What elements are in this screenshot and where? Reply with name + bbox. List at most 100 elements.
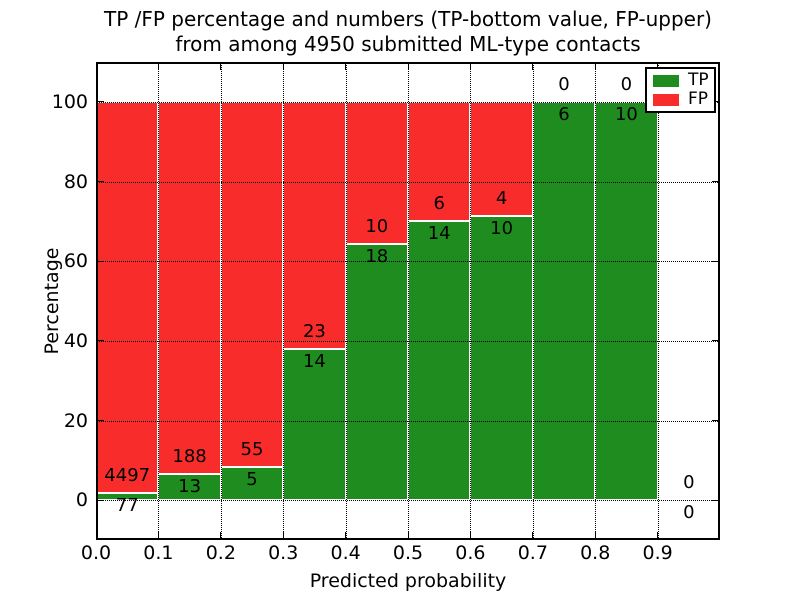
y-tick-label: 80: [63, 170, 88, 193]
fp-count-label: 0: [558, 73, 570, 95]
y-tick-mark-right: [712, 260, 718, 262]
x-tick-mark: [220, 532, 222, 538]
grid-line-vertical: [595, 62, 597, 540]
x-tick-label: 0.4: [330, 542, 361, 564]
x-tick-mark-top: [282, 64, 284, 70]
legend-item: FP: [653, 89, 714, 109]
x-tick-label: 0.2: [205, 542, 236, 564]
legend-label: TP: [688, 70, 709, 90]
y-tick-mark-right: [712, 420, 718, 421]
x-tick-label: 0.3: [268, 542, 299, 564]
grid-line-vertical: [657, 62, 659, 540]
x-tick-label: 0.5: [392, 542, 424, 564]
x-tick-mark-top: [220, 64, 222, 70]
tp-count-label: 5: [246, 468, 258, 490]
x-tick-mark: [282, 532, 284, 538]
grid-line-horizontal: [96, 500, 720, 502]
y-tick-label: 20: [63, 409, 88, 432]
bar-fp-segment: [408, 101, 471, 222]
tp-count-label: 18: [365, 246, 389, 268]
x-tick-label: 0.7: [517, 542, 548, 564]
x-tick-mark-top: [469, 64, 471, 70]
y-tick-label: 0: [75, 489, 88, 512]
y-tick-label: 60: [63, 250, 88, 273]
grid-line-horizontal: [96, 420, 720, 422]
x-tick-mark-top: [407, 64, 409, 70]
x-tick-label: 0.1: [143, 542, 174, 564]
chart-title: TP /FP percentage and numbers (TP-bottom…: [0, 7, 800, 57]
y-tick-mark-right: [712, 499, 718, 501]
y-tick-mark-right: [712, 181, 718, 182]
bar-fp-segment: [96, 101, 159, 494]
y-tick-mark: [98, 260, 104, 262]
x-tick-mark: [345, 532, 347, 538]
grid-line-vertical: [220, 62, 222, 540]
fp-count-label: 6: [433, 193, 445, 215]
chart-title-line1: TP /FP percentage and numbers (TP-bottom…: [104, 7, 712, 31]
chart-title-line2: from among 4950 submitted ML-type contac…: [175, 32, 641, 56]
legend-label: FP: [688, 89, 709, 109]
x-tick-mark: [95, 532, 97, 538]
grid-line-horizontal: [96, 261, 720, 263]
bar-tp-segment: [158, 474, 221, 501]
grid-line-vertical: [470, 62, 472, 540]
legend-item: TP: [653, 70, 714, 90]
x-tick-mark-top: [157, 64, 159, 70]
fp-count-label: 23: [302, 321, 326, 343]
grid-line-vertical: [345, 62, 347, 540]
bar-fp-segment: [158, 101, 221, 475]
fp-count-label: 4: [495, 187, 508, 209]
x-tick-label: 0.0: [80, 542, 112, 564]
fp-count-label: 55: [240, 438, 264, 460]
y-tick-mark: [98, 420, 104, 421]
x-tick-label: 0.9: [642, 542, 673, 564]
fp-count-label: 0: [683, 472, 695, 494]
y-tick-mark: [98, 499, 104, 501]
y-tick-label: 40: [63, 329, 88, 352]
x-tick-mark: [657, 532, 659, 538]
y-tick-mark: [98, 340, 104, 342]
tp-legend-swatch: [653, 74, 679, 87]
plot-area: 4497 77 188 13 55 5 23 14 10 18 6 14 4 10 0 6 0 10 0 0: [95, 62, 720, 540]
x-tick-mark: [407, 532, 409, 538]
grid-line-vertical: [408, 62, 409, 540]
x-tick-mark: [532, 532, 534, 538]
grid-line-vertical: [283, 62, 285, 540]
x-tick-mark-top: [594, 64, 596, 70]
tp-count-label: 13: [178, 476, 202, 498]
tp-count-label: 14: [427, 223, 451, 245]
fp-count-label: 188: [172, 446, 207, 468]
tp-count-label: 10: [490, 217, 514, 239]
bar-tp-segment: [220, 466, 284, 501]
grid-line-vertical: [532, 62, 534, 540]
x-tick-mark-top: [95, 64, 97, 70]
tp-count-label: 6: [558, 103, 570, 125]
y-tick-mark: [98, 101, 104, 103]
tp-count-label: 14: [302, 351, 326, 373]
y-tick-mark-right: [712, 340, 718, 342]
x-tick-mark: [157, 532, 159, 538]
grid-line-horizontal: [96, 181, 720, 183]
grid-line-horizontal: [96, 340, 720, 342]
bar-tp-segment: [283, 349, 346, 501]
x-tick-mark-top: [532, 64, 534, 70]
bar-tp-segment: [345, 244, 408, 501]
grid-line-horizontal: [96, 101, 720, 103]
fp-legend-swatch: [653, 93, 679, 106]
legend: TP FP: [645, 67, 716, 113]
y-tick-label: 100: [51, 90, 88, 113]
x-axis-label: Predicted probability: [309, 570, 507, 592]
x-tick-mark-top: [345, 64, 347, 70]
y-tick-mark: [98, 181, 104, 182]
fp-count-label: 0: [620, 73, 633, 95]
bar-tp-segment: [470, 215, 533, 501]
x-tick-mark: [594, 532, 596, 538]
x-tick-label: 0.8: [580, 542, 611, 564]
bar-tp-segment: [532, 101, 596, 501]
fp-count-label: 10: [365, 216, 389, 238]
tp-count-label: 77: [115, 495, 139, 517]
x-tick-mark: [469, 532, 471, 538]
bar-fp-segment: [220, 101, 284, 467]
x-tick-label: 0.6: [455, 542, 486, 564]
